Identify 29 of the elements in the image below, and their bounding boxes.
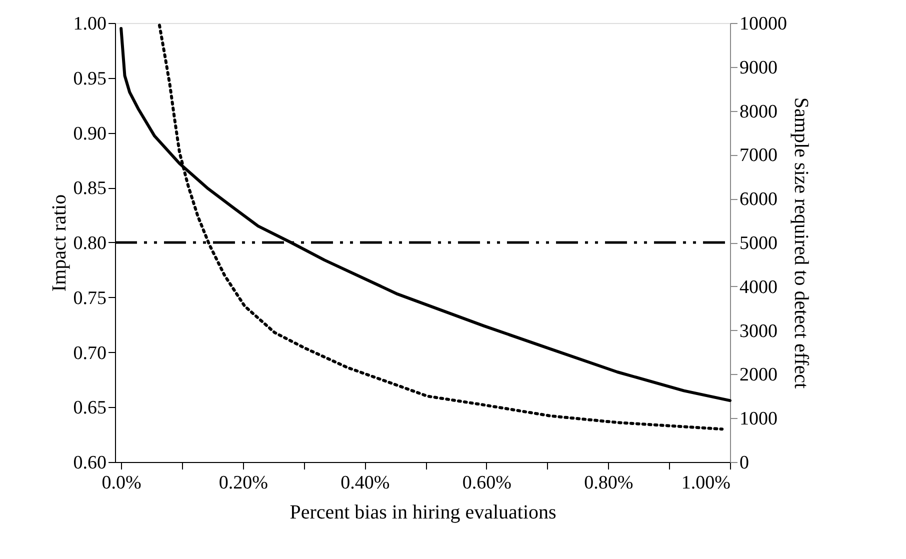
y-tick-label: 0.60 <box>73 452 106 474</box>
x-tick-label: 0.20% <box>218 472 268 494</box>
y-tick-label: 0.85 <box>73 178 106 200</box>
x-tick-label: 0.60% <box>462 472 512 494</box>
y-tick-label: 1.00 <box>73 14 106 34</box>
y2-tick-label: 8000 <box>740 101 778 122</box>
y-tick-label: 0.90 <box>73 123 106 144</box>
x-tick-label: 0.0% <box>102 472 142 494</box>
y-tick-label: 0.95 <box>73 68 106 90</box>
y-tick-label: 0.75 <box>73 288 106 309</box>
y2-tick-label: 3000 <box>740 320 778 342</box>
y2-tick-label: 6000 <box>740 189 778 210</box>
y2-tick-label: 10000 <box>740 14 787 34</box>
y2-tick-label: 4000 <box>740 276 778 298</box>
y-axis-title: Impact ratio <box>48 194 70 292</box>
x-tick-label: 1.00% <box>681 472 731 494</box>
y2-tick-label: 5000 <box>740 233 778 254</box>
x-axis-title: Percent bias in hiring evaluations <box>290 502 557 524</box>
y2-tick-label: 2000 <box>740 364 778 386</box>
y-tick-label: 0.65 <box>73 398 106 419</box>
y2-tick-label: 0 <box>740 452 749 474</box>
y2-tick-label: 7000 <box>740 145 778 166</box>
y2-tick-label: 1000 <box>740 408 778 430</box>
x-tick-label: 0.40% <box>340 472 390 494</box>
y2-axis-title: Sample size required to detect effect <box>790 97 812 390</box>
y-tick-label: 0.80 <box>73 233 106 254</box>
x-tick-label: 0.80% <box>584 472 634 494</box>
y-tick-label: 0.70 <box>73 342 106 364</box>
y2-tick-label: 9000 <box>740 57 778 78</box>
